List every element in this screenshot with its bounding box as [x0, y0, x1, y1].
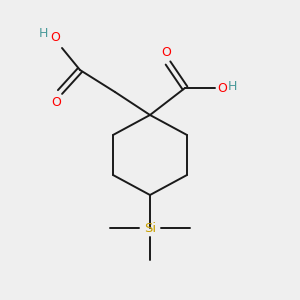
Text: H: H: [228, 80, 237, 94]
Text: O: O: [51, 96, 61, 109]
Text: O: O: [161, 46, 171, 59]
Text: O: O: [217, 82, 227, 94]
Text: Si: Si: [144, 221, 156, 235]
Text: O: O: [50, 31, 60, 44]
Text: H: H: [39, 27, 48, 40]
